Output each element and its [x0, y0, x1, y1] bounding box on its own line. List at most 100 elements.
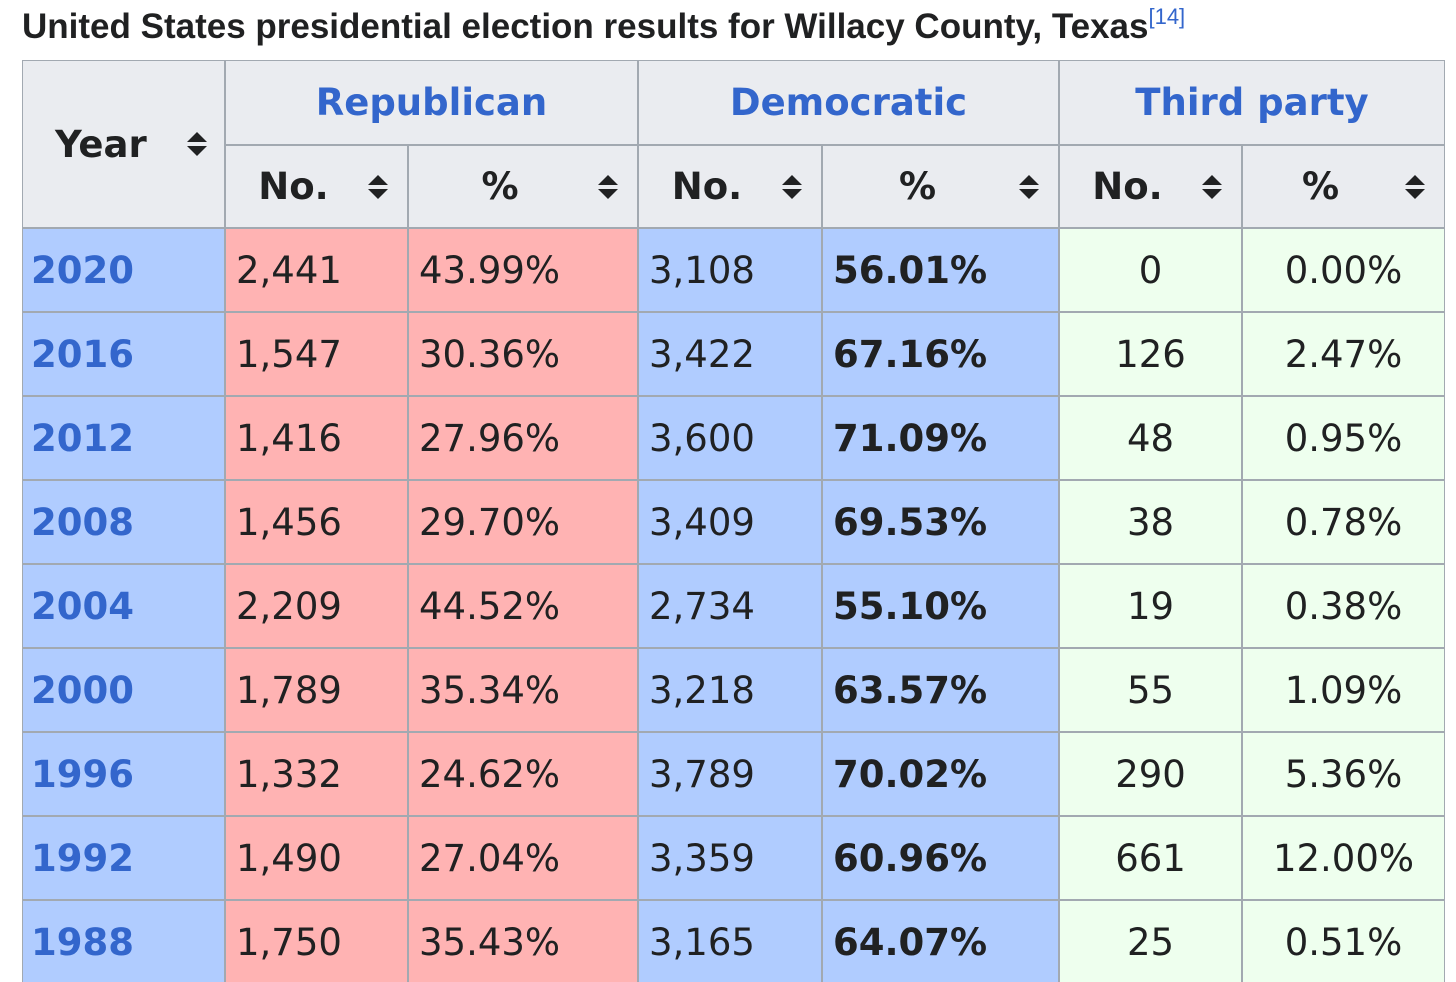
- table-cell: 48: [1059, 396, 1242, 480]
- cell-text: 43.99%: [419, 248, 561, 292]
- cell-text: 3,359: [649, 836, 755, 880]
- table-cell: 2,209: [225, 564, 408, 648]
- year-link[interactable]: 2020: [31, 248, 134, 292]
- cell-text: 25: [1126, 920, 1175, 964]
- cell-text: 0.00%: [1284, 248, 1403, 292]
- cell-text: 67.16%: [833, 332, 988, 376]
- cell-text: 2,441: [236, 248, 342, 292]
- sort-button[interactable]: [367, 174, 389, 200]
- cell-text: 70.02%: [833, 752, 988, 796]
- header-text: %: [481, 165, 519, 208]
- year-link[interactable]: 1992: [31, 836, 134, 880]
- header-cell: No.: [1059, 145, 1242, 228]
- table-cell: 2012: [22, 396, 225, 480]
- table-cell: 3,789: [638, 732, 822, 816]
- header-text: %: [898, 165, 937, 208]
- table-cell: 0.51%: [1242, 900, 1445, 982]
- table-cell: 2020: [22, 228, 225, 312]
- group-header-text[interactable]: Republican: [315, 81, 548, 124]
- year-link[interactable]: 2008: [31, 500, 134, 544]
- cell-text: 3,422: [649, 332, 755, 376]
- table-cell: 60.96%: [822, 816, 1059, 900]
- year-link[interactable]: 2004: [31, 584, 134, 628]
- table-cell: 1988: [22, 900, 225, 982]
- table-cell: 3,165: [638, 900, 822, 982]
- cell-text: 0.51%: [1284, 920, 1403, 964]
- table-cell: 25: [1059, 900, 1242, 982]
- table-cell: 43.99%: [408, 228, 638, 312]
- sort-button[interactable]: [1404, 174, 1426, 200]
- table-cell: 3,409: [638, 480, 822, 564]
- table-cell: 69.53%: [822, 480, 1059, 564]
- year-link[interactable]: 1988: [31, 920, 134, 964]
- cell-text: 1,456: [236, 500, 342, 544]
- sort-button[interactable]: [186, 131, 208, 157]
- cell-text: 1,750: [236, 920, 342, 964]
- cell-text: 27.96%: [419, 416, 561, 460]
- table-cell: 3,600: [638, 396, 822, 480]
- cell-text: 35.34%: [419, 668, 561, 712]
- table-cell: 30.36%: [408, 312, 638, 396]
- table-cell: 44.52%: [408, 564, 638, 648]
- reference[interactable]: [14]: [1148, 4, 1186, 29]
- table-cell: 0.95%: [1242, 396, 1445, 480]
- header-cell: No.: [225, 145, 408, 228]
- sort-button[interactable]: [597, 174, 619, 200]
- table-cell: 19: [1059, 564, 1242, 648]
- year-link[interactable]: 1996: [31, 752, 134, 796]
- cell-text: 63.57%: [833, 668, 988, 712]
- cell-text: 3,218: [649, 668, 755, 712]
- cell-text: 2,209: [236, 584, 342, 628]
- cell-text: 24.62%: [419, 752, 561, 796]
- cell-text: 29.70%: [419, 500, 561, 544]
- header-text: No.: [1092, 165, 1163, 208]
- table-cell: 55.10%: [822, 564, 1059, 648]
- cell-text: 1,547: [236, 332, 342, 376]
- table-cell: 35.43%: [408, 900, 638, 982]
- table-cell: 2,441: [225, 228, 408, 312]
- cell-text: 5.36%: [1284, 752, 1403, 796]
- header-cell: No.: [638, 145, 822, 228]
- table-cell: 1,416: [225, 396, 408, 480]
- table-cell: 290: [1059, 732, 1242, 816]
- year-link[interactable]: 2016: [31, 332, 134, 376]
- group-header-text[interactable]: Third party: [1135, 81, 1369, 124]
- cell-text: 3,600: [649, 416, 755, 460]
- cell-text: 0.78%: [1284, 500, 1403, 544]
- sort-button[interactable]: [1201, 174, 1223, 200]
- cell-text: 661: [1115, 836, 1186, 880]
- table-cell: 3,218: [638, 648, 822, 732]
- cell-text: 3,165: [649, 920, 755, 964]
- group-header: Third party: [1059, 60, 1445, 145]
- year-link[interactable]: 2012: [31, 416, 134, 460]
- cell-text: 64.07%: [833, 920, 988, 964]
- table-cell: 2,734: [638, 564, 822, 648]
- cell-text: 1,789: [236, 668, 342, 712]
- table-cell: 1,332: [225, 732, 408, 816]
- table-cell: 661: [1059, 816, 1242, 900]
- header-text: Year: [55, 122, 147, 166]
- table-cell: 0.78%: [1242, 480, 1445, 564]
- group-header-text[interactable]: Democratic: [729, 81, 968, 124]
- table-cell: 24.62%: [408, 732, 638, 816]
- cell-text: 71.09%: [833, 416, 988, 460]
- sort-button[interactable]: [1018, 174, 1040, 200]
- year-link[interactable]: 2000: [31, 668, 134, 712]
- sort-button[interactable]: [781, 174, 803, 200]
- table-cell: 2.47%: [1242, 312, 1445, 396]
- table-cell: 126: [1059, 312, 1242, 396]
- table-cell: 1,490: [225, 816, 408, 900]
- cell-text: 38: [1126, 500, 1175, 544]
- table-cell: 63.57%: [822, 648, 1059, 732]
- cell-text: 0.38%: [1284, 584, 1403, 628]
- table-cell: 1996: [22, 732, 225, 816]
- table-cell: 1,789: [225, 648, 408, 732]
- header-cell: %: [822, 145, 1059, 228]
- table-cell: 1,547: [225, 312, 408, 396]
- table-cell: 55: [1059, 648, 1242, 732]
- table-cell: 1,456: [225, 480, 408, 564]
- header-text: No.: [671, 165, 743, 208]
- cell-text: 1.09%: [1284, 668, 1403, 712]
- table-cell: 2016: [22, 312, 225, 396]
